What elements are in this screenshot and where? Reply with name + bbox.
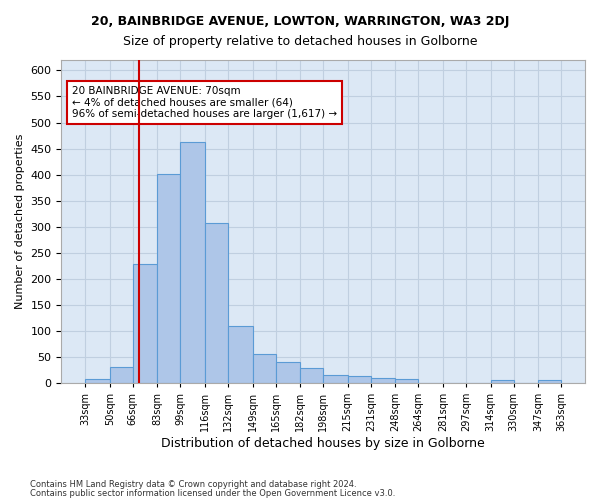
Bar: [133, 264, 157, 383]
Bar: [205, 223, 228, 383]
Bar: [275, 362, 300, 383]
Text: Size of property relative to detached houses in Golborne: Size of property relative to detached ho…: [123, 35, 477, 48]
Y-axis label: Number of detached properties: Number of detached properties: [15, 134, 25, 309]
Text: Contains HM Land Registry data © Crown copyright and database right 2024.: Contains HM Land Registry data © Crown c…: [30, 480, 356, 489]
Bar: [157, 174, 181, 383]
Text: Contains public sector information licensed under the Open Government Licence v3: Contains public sector information licen…: [30, 488, 395, 498]
X-axis label: Distribution of detached houses by size in Golborne: Distribution of detached houses by size …: [161, 437, 485, 450]
Bar: [395, 380, 418, 383]
Bar: [85, 380, 110, 383]
Bar: [228, 326, 253, 383]
Bar: [491, 380, 514, 383]
Bar: [538, 380, 561, 383]
Bar: [110, 368, 133, 383]
Bar: [348, 376, 371, 383]
Text: 20, BAINBRIDGE AVENUE, LOWTON, WARRINGTON, WA3 2DJ: 20, BAINBRIDGE AVENUE, LOWTON, WARRINGTO…: [91, 15, 509, 28]
Bar: [253, 354, 275, 383]
Bar: [300, 368, 323, 383]
Bar: [323, 375, 348, 383]
Bar: [371, 378, 395, 383]
Text: 20 BAINBRIDGE AVENUE: 70sqm
← 4% of detached houses are smaller (64)
96% of semi: 20 BAINBRIDGE AVENUE: 70sqm ← 4% of deta…: [72, 86, 337, 119]
Bar: [181, 142, 205, 383]
